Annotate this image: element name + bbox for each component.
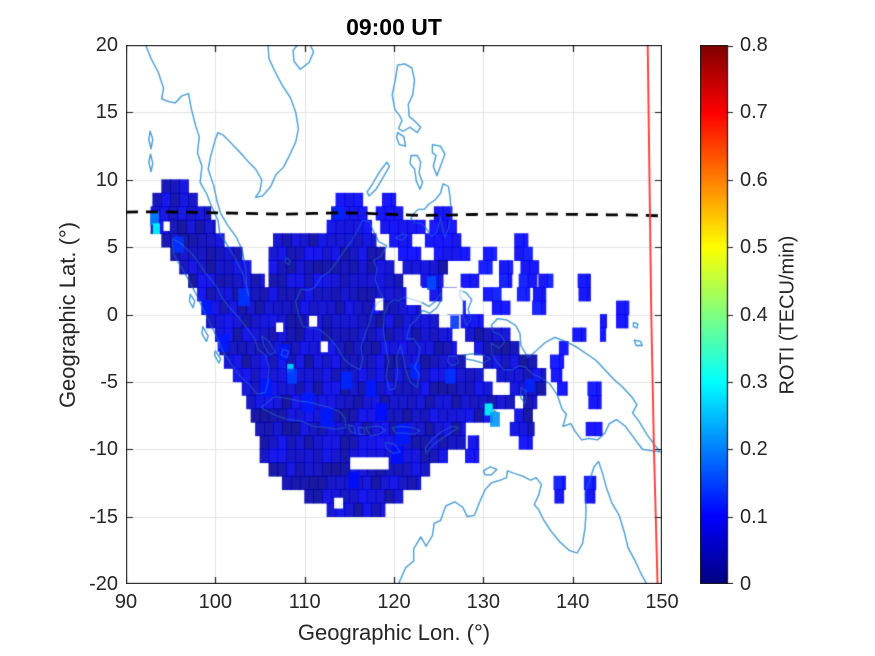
colorbar-tick-label: 0.8 [740, 34, 768, 56]
colorbar-tick-label: 0.6 [740, 168, 768, 191]
y-tick-label: -15 [89, 505, 118, 528]
y-tick-label: -5 [100, 370, 118, 393]
colorbar-tick-label: 0.4 [740, 303, 768, 326]
colorbar-tick-label: 0.2 [740, 438, 768, 461]
y-tick-label: 0 [106, 303, 118, 326]
plot-title: 09:00 UT [346, 14, 442, 40]
colorbar-tick-label: 0.5 [740, 236, 768, 259]
x-tick-label: 140 [555, 591, 590, 613]
x-tick-label: 110 [288, 591, 321, 613]
y-tick-label: -20 [89, 573, 118, 595]
colorbar-gradient [700, 45, 734, 584]
colorbar-tick-label: 0.7 [740, 101, 768, 124]
map-plot-canvas [126, 45, 662, 584]
colorbar-tick-label: 0 [740, 573, 752, 595]
y-tick-label: 5 [106, 236, 118, 259]
y-tick-label: -10 [89, 438, 118, 461]
x-axis-label: Geographic Lon. (°) [297, 620, 491, 645]
y-tick-label: 15 [95, 101, 118, 124]
x-tick-label: 150 [645, 591, 679, 613]
colorbar-label: ROTI (TECU/min) [776, 235, 799, 394]
x-tick-label: 130 [466, 591, 501, 613]
x-tick-label: 100 [198, 591, 233, 613]
x-tick-label: 90 [114, 591, 138, 613]
y-tick-label: 10 [95, 168, 118, 191]
y-tick-label: 20 [95, 34, 118, 56]
colorbar-tick-label: 0.3 [740, 370, 768, 393]
colorbar-tick-label: 0.1 [740, 505, 768, 528]
x-tick-label: 120 [377, 591, 411, 613]
